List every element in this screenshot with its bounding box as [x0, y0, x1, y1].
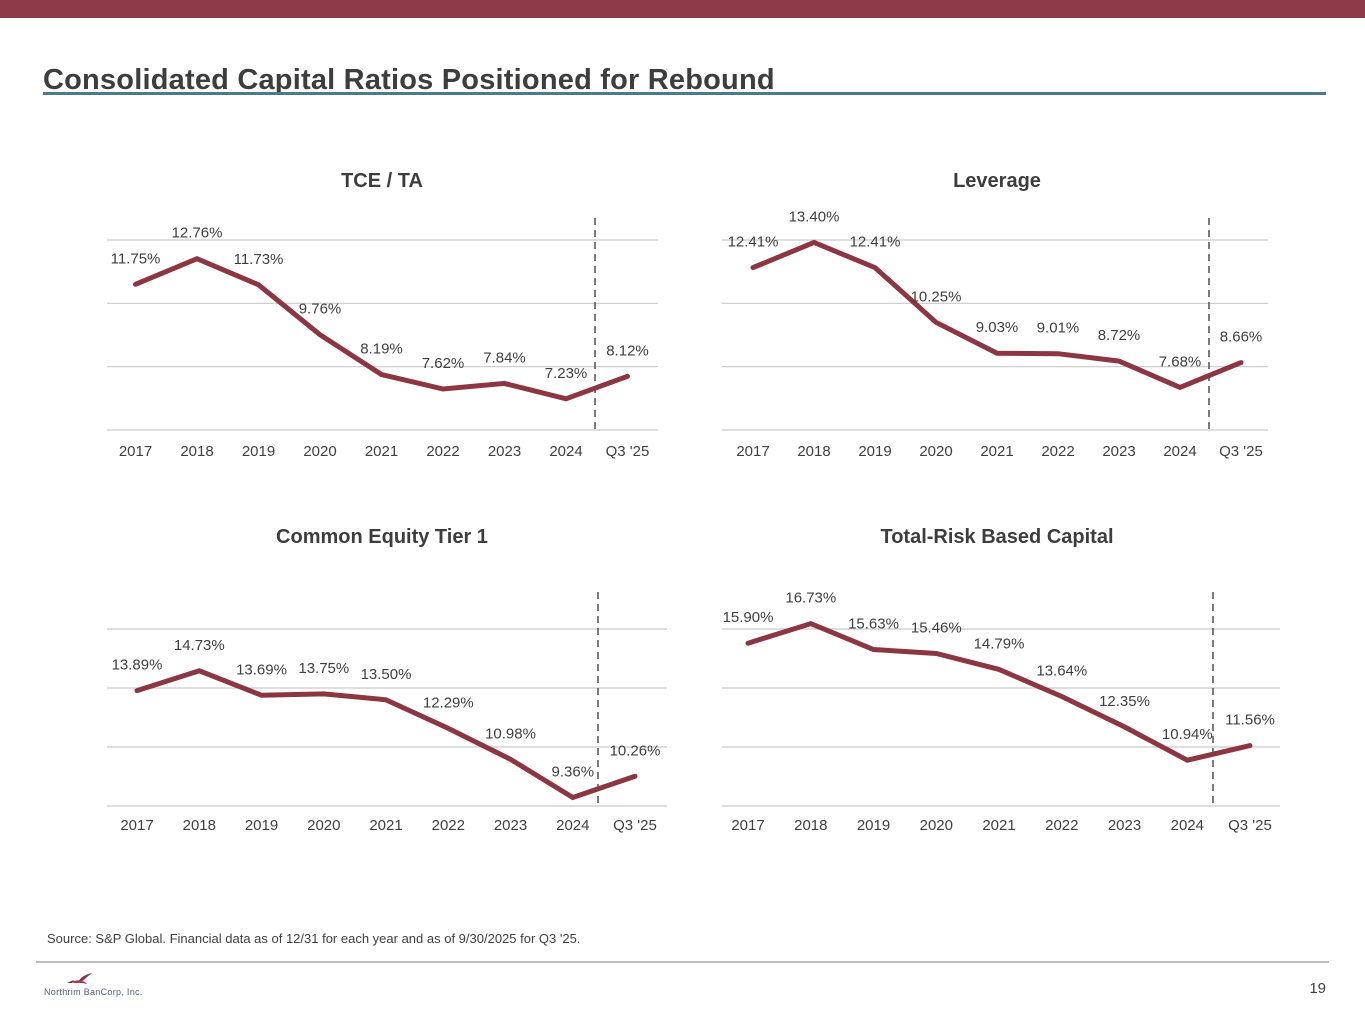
- source-note: Source: S&P Global. Financial data as of…: [47, 931, 581, 946]
- data-label: 8.19%: [360, 341, 403, 358]
- data-label: 13.69%: [236, 661, 287, 678]
- x-axis-label: 2023: [494, 817, 527, 834]
- x-axis-label: 2024: [556, 817, 589, 834]
- x-axis-label: 2020: [920, 817, 953, 834]
- chart-title: Total-Risk Based Capital: [880, 526, 1113, 548]
- data-label: 13.64%: [1036, 663, 1087, 680]
- x-axis-label: 2018: [794, 817, 827, 834]
- data-label: 12.29%: [423, 694, 474, 711]
- company-logo: Northrim BanCorp, Inc.: [44, 972, 174, 1002]
- data-label: 14.79%: [974, 635, 1025, 652]
- x-axis-label: 2021: [980, 443, 1013, 460]
- data-label: 13.50%: [361, 666, 412, 683]
- data-label: 13.89%: [112, 657, 163, 674]
- trend-line: [750, 239, 1244, 391]
- x-axis-label: 2019: [242, 443, 275, 460]
- x-axis-label: 2018: [797, 443, 830, 460]
- x-axis-label: 2017: [120, 817, 153, 834]
- x-axis-label: 2018: [183, 817, 216, 834]
- chart-title: Common Equity Tier 1: [276, 526, 488, 548]
- data-label: 12.35%: [1099, 693, 1150, 710]
- data-label: 9.36%: [552, 764, 595, 781]
- data-label: 13.40%: [789, 209, 840, 226]
- data-label: 8.72%: [1098, 327, 1141, 344]
- logo-text: Northrim BanCorp, Inc.: [44, 987, 143, 997]
- data-label: 11.56%: [1225, 712, 1275, 729]
- data-label: 15.46%: [911, 620, 962, 637]
- x-axis-label: 2019: [245, 817, 278, 834]
- data-label: 12.76%: [172, 225, 223, 242]
- page-number: 19: [1309, 980, 1326, 997]
- data-label: 7.68%: [1159, 353, 1202, 370]
- x-axis-label: 2017: [736, 443, 769, 460]
- chart-common-equity-tier-1: 13.89% 2017 14.73% 2018 13.69% 2019 13.75% 2020…: [107, 526, 667, 834]
- x-axis-label: 2020: [919, 443, 952, 460]
- data-label: 10.25%: [911, 288, 962, 305]
- data-label: 11.73%: [234, 251, 284, 268]
- data-label: 7.84%: [483, 349, 526, 366]
- chart-tce-ta: 11.75% 2017 12.76% 2018 11.73% 2019 9.76% 2020 8…: [107, 170, 658, 460]
- data-label: 11.75%: [111, 250, 161, 267]
- data-label: 16.73%: [785, 590, 836, 607]
- x-axis-label: 2024: [1171, 817, 1204, 834]
- x-axis-label: 2020: [307, 817, 340, 834]
- northrim-bird-icon: [67, 973, 92, 984]
- x-axis-label: 2022: [432, 817, 465, 834]
- data-label: 8.12%: [606, 342, 649, 359]
- x-axis-label: 2017: [119, 443, 152, 460]
- trend-line: [134, 668, 638, 801]
- x-axis-label: 2022: [426, 443, 459, 460]
- chart-total-risk-based-capital: 15.90% 2017 16.73% 2018 15.63% 2019 15.46% 2020…: [722, 526, 1280, 834]
- chart-title: Leverage: [953, 170, 1041, 192]
- data-label: 15.90%: [723, 609, 774, 626]
- trend-line: [745, 620, 1253, 763]
- data-label: 12.41%: [850, 234, 901, 251]
- chart-title: TCE / TA: [341, 170, 423, 192]
- x-axis-label: 2017: [731, 817, 764, 834]
- data-label: 9.76%: [299, 301, 342, 318]
- data-label: 10.98%: [485, 725, 536, 742]
- top-accent-bar: [0, 0, 1365, 18]
- x-axis-label: 2023: [1108, 817, 1141, 834]
- data-label: 10.26%: [610, 742, 661, 759]
- x-axis-label: 2023: [488, 443, 521, 460]
- title-underline: [43, 92, 1326, 95]
- data-label: 12.41%: [728, 234, 779, 251]
- x-axis-label: 2019: [858, 443, 891, 460]
- data-label: 9.03%: [976, 319, 1019, 336]
- chart-leverage: 12.41% 2017 13.40% 2018 12.41% 2019 10.25% 2020…: [722, 170, 1268, 460]
- data-label: 13.75%: [298, 660, 349, 677]
- x-axis-label: 2024: [549, 443, 582, 460]
- page-title: Consolidated Capital Ratios Positioned f…: [43, 64, 775, 97]
- x-axis-label: 2022: [1041, 443, 1074, 460]
- data-label: 10.94%: [1162, 726, 1213, 743]
- x-axis-label: 2021: [369, 817, 402, 834]
- data-label: 14.73%: [174, 637, 225, 654]
- x-axis-label: 2018: [180, 443, 213, 460]
- data-label: 9.01%: [1037, 320, 1080, 337]
- x-axis-label: 2020: [303, 443, 336, 460]
- x-axis-label: 2024: [1163, 443, 1196, 460]
- data-label: 7.23%: [545, 365, 588, 382]
- footer-divider: [36, 961, 1329, 963]
- data-label: 7.62%: [422, 355, 465, 372]
- x-axis-label: Q3 '25: [606, 443, 650, 460]
- x-axis-label: 2021: [365, 443, 398, 460]
- data-label: 15.63%: [848, 616, 899, 633]
- x-axis-label: 2021: [982, 817, 1015, 834]
- x-axis-label: 2019: [857, 817, 890, 834]
- trend-line: [133, 255, 630, 402]
- x-axis-label: 2022: [1045, 817, 1078, 834]
- data-label: 8.66%: [1220, 329, 1263, 346]
- x-axis-label: Q3 '25: [613, 817, 657, 834]
- x-axis-label: Q3 '25: [1228, 817, 1272, 834]
- x-axis-label: Q3 '25: [1219, 443, 1263, 460]
- x-axis-label: 2023: [1102, 443, 1135, 460]
